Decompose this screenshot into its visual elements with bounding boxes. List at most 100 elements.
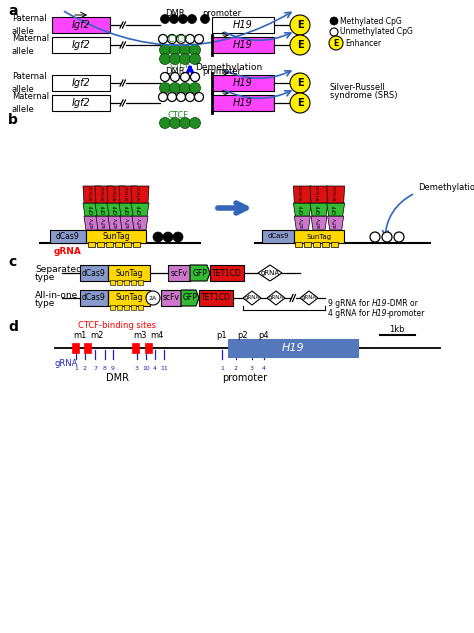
Circle shape <box>159 118 171 128</box>
Circle shape <box>185 92 194 101</box>
Circle shape <box>190 54 201 65</box>
Text: GFP: GFP <box>90 204 94 214</box>
Circle shape <box>330 28 338 36</box>
Bar <box>199 290 233 306</box>
Bar <box>212 75 274 91</box>
Bar <box>131 305 136 310</box>
Text: SunTag: SunTag <box>115 294 143 303</box>
Bar <box>212 95 274 111</box>
Circle shape <box>290 15 310 35</box>
Text: Paternal: Paternal <box>12 14 46 23</box>
Text: 2: 2 <box>83 365 87 370</box>
Bar <box>161 290 181 306</box>
Text: TET1CD: TET1CD <box>212 268 242 277</box>
Polygon shape <box>293 186 311 203</box>
Text: m3: m3 <box>133 330 147 339</box>
Circle shape <box>185 35 194 44</box>
Circle shape <box>180 118 191 128</box>
Text: CTCF: CTCF <box>167 35 189 44</box>
Text: gRNA: gRNA <box>54 246 82 256</box>
Bar <box>52 75 110 91</box>
Circle shape <box>180 44 191 56</box>
Text: 4: 4 <box>153 365 157 370</box>
Text: H19: H19 <box>233 40 253 50</box>
Bar <box>262 230 294 243</box>
Circle shape <box>179 15 188 23</box>
Text: DMR: DMR <box>107 373 129 383</box>
Text: 1: 1 <box>74 365 78 370</box>
Circle shape <box>201 15 210 23</box>
Text: GFP: GFP <box>300 204 305 214</box>
Text: Igf2: Igf2 <box>72 20 91 30</box>
Text: dCas9: dCas9 <box>82 294 106 303</box>
Text: c: c <box>8 255 16 269</box>
Text: allele: allele <box>12 105 35 114</box>
Text: promoter: promoter <box>202 8 242 18</box>
Circle shape <box>290 93 310 113</box>
Polygon shape <box>327 203 345 216</box>
Circle shape <box>159 44 171 56</box>
Bar <box>124 242 131 247</box>
Text: Igf2: Igf2 <box>72 40 91 50</box>
Text: H19: H19 <box>282 343 304 353</box>
Text: E: E <box>333 39 338 47</box>
Circle shape <box>290 73 310 93</box>
Bar <box>52 95 110 111</box>
Text: m1: m1 <box>73 330 87 339</box>
Text: scFv: scFv <box>101 218 107 229</box>
Text: GFP: GFP <box>182 294 198 303</box>
Circle shape <box>158 35 167 44</box>
Bar <box>131 280 136 285</box>
Text: DMR: DMR <box>165 8 185 18</box>
Bar <box>84 343 91 353</box>
Polygon shape <box>95 203 113 216</box>
Text: 2: 2 <box>234 365 238 370</box>
Circle shape <box>176 92 185 101</box>
Text: b: b <box>8 113 18 127</box>
Circle shape <box>170 118 181 128</box>
Circle shape <box>158 92 167 101</box>
Bar <box>50 230 86 243</box>
Polygon shape <box>131 186 149 203</box>
Circle shape <box>382 232 392 242</box>
Circle shape <box>180 82 191 94</box>
Circle shape <box>180 54 191 65</box>
Bar <box>138 305 143 310</box>
Text: GFP: GFP <box>192 268 208 277</box>
Polygon shape <box>83 203 101 216</box>
Bar <box>168 265 190 281</box>
Text: SunTag: SunTag <box>306 234 331 239</box>
Bar <box>86 230 146 243</box>
Circle shape <box>181 73 190 82</box>
Bar <box>294 230 344 243</box>
Bar <box>80 290 108 306</box>
Text: dCas9: dCas9 <box>82 268 106 277</box>
Text: gRNA: gRNA <box>268 296 283 301</box>
Circle shape <box>159 54 171 65</box>
Circle shape <box>170 15 179 23</box>
Bar <box>108 290 150 306</box>
Circle shape <box>170 44 181 56</box>
Text: scFv: scFv <box>300 218 305 229</box>
Text: 2A: 2A <box>149 296 157 301</box>
Bar <box>110 305 115 310</box>
Text: TET1CD: TET1CD <box>138 186 142 202</box>
Circle shape <box>190 44 201 56</box>
Bar <box>73 343 80 353</box>
Text: 10: 10 <box>142 365 150 370</box>
Text: CTCF: CTCF <box>169 61 191 70</box>
Polygon shape <box>328 216 344 230</box>
Text: 4 gRNA for: 4 gRNA for <box>328 308 372 318</box>
Text: E: E <box>297 40 303 50</box>
Bar <box>110 280 115 285</box>
Bar <box>210 265 244 281</box>
Text: -DMR or: -DMR or <box>387 299 418 308</box>
Text: DMR: DMR <box>165 66 185 75</box>
Text: scFv: scFv <box>317 218 321 229</box>
Bar <box>52 17 110 33</box>
Text: GFP: GFP <box>113 204 118 214</box>
Text: type: type <box>35 299 55 308</box>
Bar <box>322 242 329 247</box>
Text: gRNA: gRNA <box>260 270 280 276</box>
Bar <box>138 280 143 285</box>
